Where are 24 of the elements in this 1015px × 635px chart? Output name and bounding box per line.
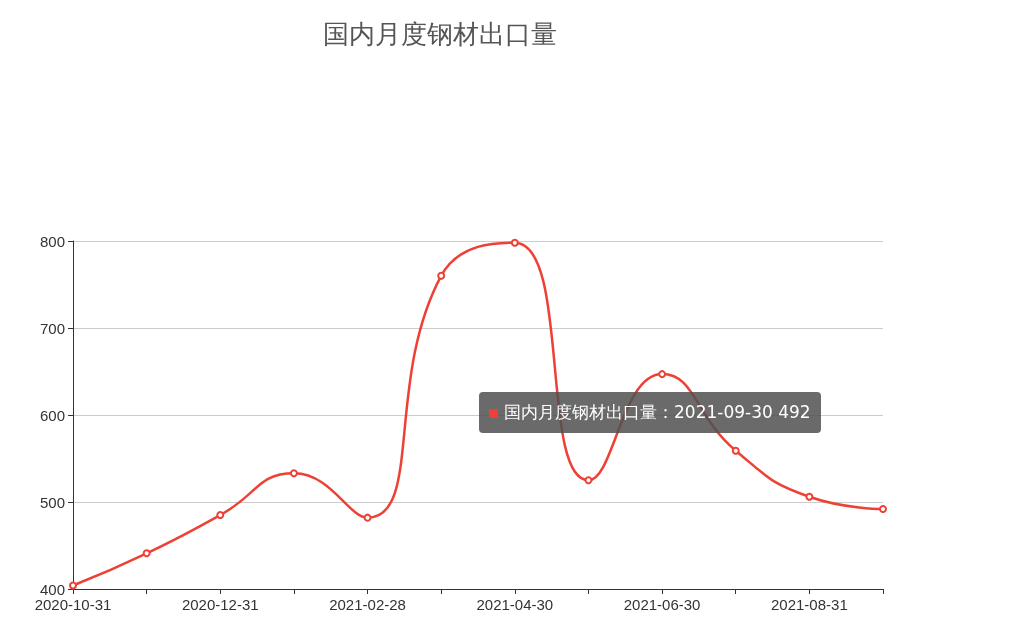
x-tick-label: 2021-04-30 xyxy=(476,596,554,613)
x-tick-label: 2021-08-31 xyxy=(771,596,848,613)
y-tick-label: 800 xyxy=(39,232,65,250)
y-tick-label: 500 xyxy=(39,493,65,511)
y-tick-label: 700 xyxy=(39,319,65,337)
annotation: 国内月度钢材出口量：2021-09-30 492 xyxy=(479,392,821,433)
x-tick-label: 2021-06-30 xyxy=(623,596,701,613)
y-tick-label: 600 xyxy=(39,406,65,424)
point xyxy=(142,549,151,558)
x-tick-label: 2020-10-31 xyxy=(34,596,112,613)
y-tick-label: 400 xyxy=(39,580,65,598)
point xyxy=(216,511,225,520)
point xyxy=(363,513,372,522)
point xyxy=(437,271,446,280)
x-tick-label: 2021-02-28 xyxy=(329,596,406,613)
chart-title: 国内月度钢材出口量 xyxy=(323,19,557,49)
point xyxy=(658,370,667,379)
point xyxy=(510,238,519,247)
point xyxy=(289,469,298,478)
point xyxy=(805,492,814,501)
x-tick-label: 2020-12-31 xyxy=(181,596,259,613)
point xyxy=(879,504,887,513)
point xyxy=(584,476,593,485)
point xyxy=(731,446,740,455)
